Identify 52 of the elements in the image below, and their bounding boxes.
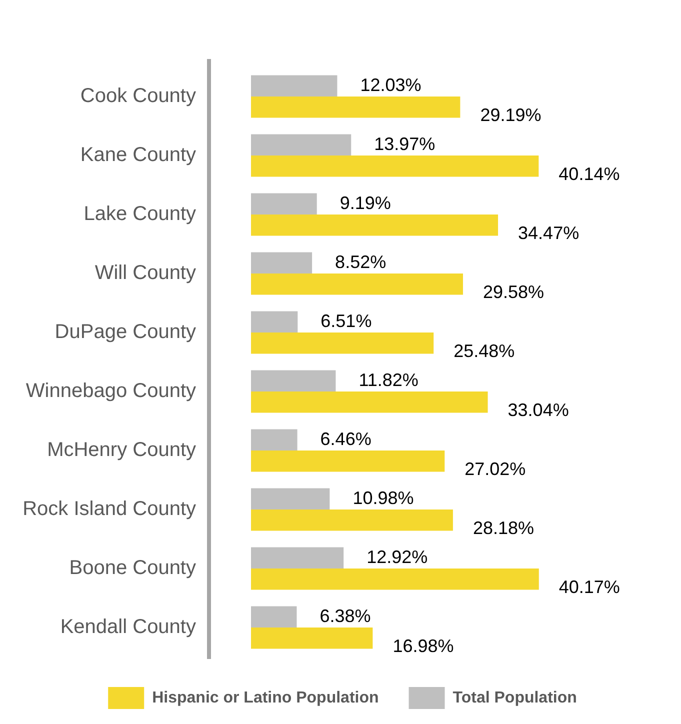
y-tick-label: McHenry County xyxy=(47,439,196,462)
y-tick-label: Cook County xyxy=(80,85,196,108)
y-tick-label: Kendall County xyxy=(60,616,196,638)
bar xyxy=(251,274,463,295)
bar xyxy=(251,510,453,531)
data-label: 12.92% xyxy=(366,546,428,567)
data-label: 6.46% xyxy=(320,428,372,449)
data-label: 27.02% xyxy=(464,459,526,480)
bar xyxy=(251,606,297,628)
data-label: 10.98% xyxy=(352,488,414,508)
legend-label: Hispanic or Latino Population xyxy=(152,689,379,706)
bar xyxy=(251,568,539,590)
data-label: 28.18% xyxy=(472,518,534,538)
y-tick-label: Boone County xyxy=(69,557,196,580)
data-label: 25.48% xyxy=(454,341,515,362)
data-label: 29.58% xyxy=(482,282,544,302)
data-label: 16.98% xyxy=(392,636,454,656)
bar xyxy=(251,252,312,274)
y-tick-label: DuPage County xyxy=(54,321,196,344)
data-label: 13.97% xyxy=(374,134,436,154)
y-tick-label: Will County xyxy=(94,262,196,284)
bar xyxy=(251,429,298,450)
bar xyxy=(251,214,498,236)
bar xyxy=(251,96,460,118)
data-label: 40.17% xyxy=(558,577,620,598)
y-tick-label: Rock Island County xyxy=(22,498,196,520)
data-label: 29.19% xyxy=(480,105,542,126)
legend-label: Total Population xyxy=(452,689,577,706)
bar xyxy=(251,547,344,568)
data-label: 34.47% xyxy=(518,223,580,244)
data-label: 12.03% xyxy=(360,74,422,95)
data-label: 11.82% xyxy=(358,370,418,390)
bar xyxy=(251,370,336,392)
bar xyxy=(251,156,539,177)
bar xyxy=(251,193,317,214)
data-label: 6.38% xyxy=(320,606,371,626)
bar xyxy=(251,392,488,413)
data-label: 33.04% xyxy=(508,400,569,420)
data-label: 40.14% xyxy=(558,164,620,184)
bar xyxy=(251,311,298,332)
bar xyxy=(251,628,373,649)
y-tick-label: Kane County xyxy=(80,144,196,166)
data-label: 8.52% xyxy=(335,252,386,272)
bar xyxy=(251,134,352,156)
bar xyxy=(251,450,445,472)
data-label: 9.19% xyxy=(340,192,391,213)
bar xyxy=(251,332,434,354)
bar xyxy=(251,488,330,510)
y-tick-label: Winnebago County xyxy=(26,380,196,402)
data-label: 6.51% xyxy=(320,310,372,331)
y-tick-label: Lake County xyxy=(84,203,196,226)
bar xyxy=(251,75,338,96)
